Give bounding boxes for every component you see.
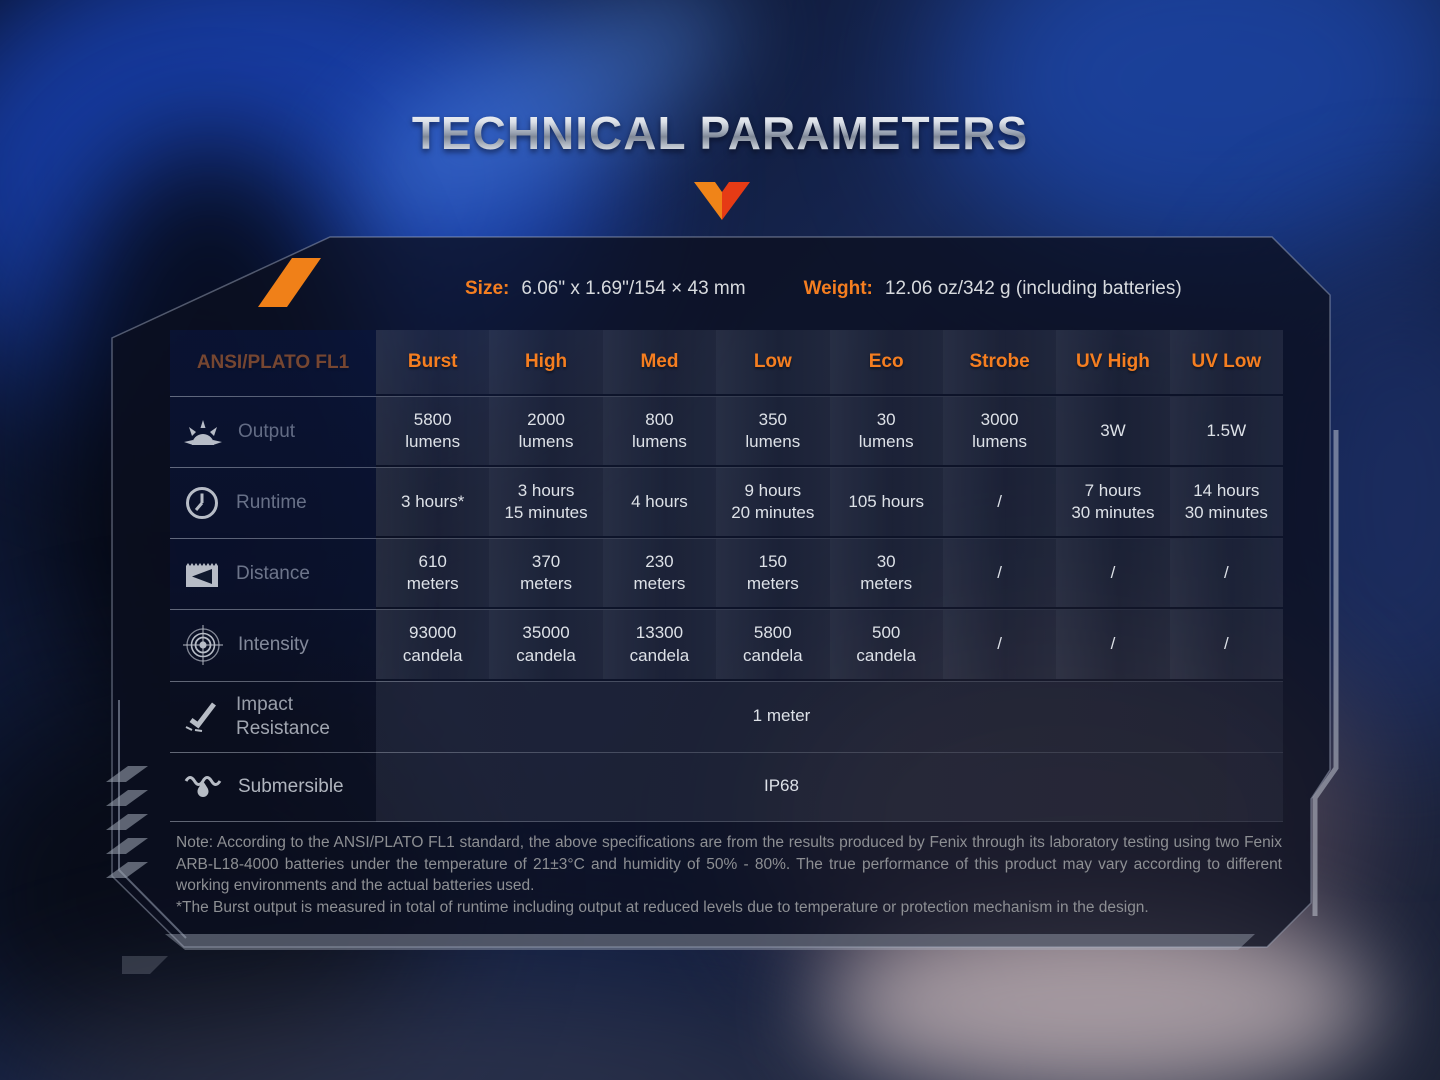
footnote-paragraph: *The Burst output is measured in total o… xyxy=(176,899,1149,917)
column-header-burst: Burst xyxy=(376,330,490,396)
row-separator xyxy=(170,821,1283,822)
cell-runtime-uvhigh: 7 hours 30 minutes xyxy=(1056,467,1170,538)
row-separator xyxy=(170,609,1283,610)
cell-impact-resistance: 1 meter xyxy=(376,681,1283,752)
orange-corner-accent xyxy=(258,258,321,307)
dimensions-line: Size: 6.06" x 1.69"/154 × 43 mm Weight: … xyxy=(465,278,1182,300)
column-header-uv-high: UV High xyxy=(1056,330,1170,396)
cell-runtime-uvlow: 14 hours 30 minutes xyxy=(1169,467,1283,538)
cell-runtime-burst: 3 hours* xyxy=(376,467,490,538)
cell-intensity-med: 13300 candela xyxy=(602,609,717,681)
cell-output-low: 350 lumens xyxy=(716,396,830,467)
cell-output-eco: 30 lumens xyxy=(829,396,943,467)
cell-intensity-eco: 500 candela xyxy=(829,609,943,681)
weight-label: Weight: xyxy=(803,278,873,299)
footnote-paragraph: Note: According to the ANSI/PLATO FL1 st… xyxy=(176,834,1282,895)
cell-output-uvhigh: 3W xyxy=(1056,396,1170,467)
cell-output-med: 800 lumens xyxy=(602,396,717,467)
panel-shape xyxy=(111,236,1331,948)
cell-intensity-high: 35000 candela xyxy=(489,609,603,681)
page-title: TECHNICAL PARAMETERS xyxy=(0,106,1440,160)
row-separator xyxy=(170,681,1283,682)
cell-intensity-uvlow: / xyxy=(1169,609,1283,681)
weight-value: 12.06 oz/342 g (including batteries) xyxy=(884,278,1182,299)
cell-output-high: 2000 lumens xyxy=(489,396,603,467)
row-separator xyxy=(170,467,1283,468)
cell-distance-uvhigh: / xyxy=(1056,538,1170,609)
cell-runtime-med: 4 hours xyxy=(602,467,717,538)
row-separator xyxy=(170,538,1283,539)
column-header-eco: Eco xyxy=(829,330,943,396)
bottom-notch xyxy=(122,956,168,974)
cell-intensity-low: 5800 candela xyxy=(716,609,830,681)
bottom-footer-strip xyxy=(165,934,1255,950)
size-value: 6.06" x 1.69"/154 × 43 mm xyxy=(521,278,746,299)
cell-distance-uvlow: / xyxy=(1169,538,1283,609)
cell-runtime-high: 3 hours 15 minutes xyxy=(489,467,603,538)
sunburst-output-icon xyxy=(184,419,222,445)
row-separator xyxy=(170,396,1283,397)
impact-resistance-icon xyxy=(185,701,216,732)
cell-distance-burst: 610 meters xyxy=(376,538,490,609)
cell-runtime-eco: 105 hours xyxy=(829,467,943,538)
target-intensity-icon xyxy=(183,625,223,665)
cell-intensity-uvhigh: / xyxy=(1056,609,1170,681)
column-header-strobe: Strobe xyxy=(942,330,1057,396)
cell-distance-high: 370 meters xyxy=(489,538,603,609)
column-header-med: Med xyxy=(602,330,717,396)
cell-distance-strobe: / xyxy=(942,538,1057,609)
cell-distance-eco: 30 meters xyxy=(829,538,943,609)
footnote: Note: According to the ANSI/PLATO FL1 st… xyxy=(176,832,1282,919)
clock-runtime-icon xyxy=(186,486,218,519)
column-header-high: High xyxy=(489,330,603,396)
cell-intensity-strobe: / xyxy=(942,609,1057,681)
cell-output-burst: 5800 lumens xyxy=(376,396,490,467)
cell-output-strobe: 3000 lumens xyxy=(942,396,1057,467)
cell-distance-med: 230 meters xyxy=(602,538,717,609)
size-label: Size: xyxy=(465,278,510,299)
cell-runtime-strobe: / xyxy=(942,467,1057,538)
right-edge-accent xyxy=(1312,430,1339,916)
cell-runtime-low: 9 hours 20 minutes xyxy=(716,467,830,538)
beam-distance-icon xyxy=(186,562,218,587)
chevron-down-icon xyxy=(694,182,750,220)
column-header-uv-low: UV Low xyxy=(1169,330,1283,396)
cell-submersible: IP68 xyxy=(376,752,1283,822)
cell-intensity-burst: 93000 candela xyxy=(376,609,490,681)
water-submersible-icon xyxy=(184,776,222,797)
hazard-stripes xyxy=(106,766,148,878)
cell-output-uvlow: 1.5W xyxy=(1169,396,1283,467)
column-header-low: Low xyxy=(716,330,830,396)
spec-table: ANSI/PLATO FL1 Burst High Med Low Eco St… xyxy=(170,330,1283,822)
row-separator xyxy=(170,752,1283,753)
cell-distance-low: 150 meters xyxy=(716,538,830,609)
